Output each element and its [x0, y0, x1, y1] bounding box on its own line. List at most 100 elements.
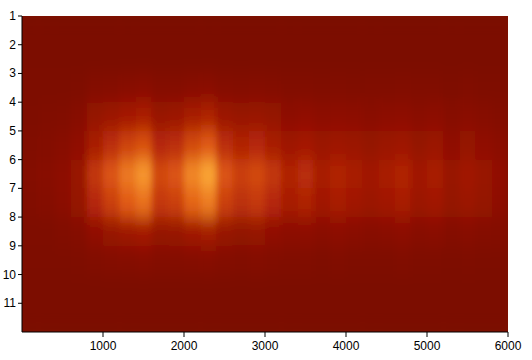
heat-cell	[71, 160, 88, 189]
heat-cell	[87, 45, 104, 74]
heat-cell	[38, 275, 55, 304]
heat-cell	[54, 246, 71, 275]
heat-cell	[476, 73, 493, 102]
heat-cell	[330, 303, 347, 332]
heat-cell	[346, 16, 363, 45]
heat-cell	[38, 217, 55, 246]
heat-cell	[233, 102, 250, 131]
heat-cell	[411, 160, 428, 189]
y-tick-label: 9	[9, 239, 16, 253]
heat-cell	[314, 160, 331, 189]
heat-cell	[135, 45, 152, 74]
heat-cell	[476, 16, 493, 45]
heat-cell	[443, 303, 460, 332]
heat-cell	[281, 102, 298, 131]
heat-cell	[200, 160, 217, 189]
heat-cell	[184, 73, 201, 102]
heat-cell	[22, 246, 39, 275]
heat-cell	[281, 131, 298, 160]
heat-cell	[378, 188, 395, 217]
heat-cell	[119, 217, 136, 246]
heat-cell	[249, 102, 266, 131]
heat-cell	[346, 246, 363, 275]
heat-cell	[54, 73, 71, 102]
heat-cell	[119, 102, 136, 131]
plot-background	[22, 16, 508, 332]
heat-cell	[281, 217, 298, 246]
heat-cell	[346, 102, 363, 131]
x-tick-label: 5000	[414, 339, 441, 353]
heat-cell	[135, 217, 152, 246]
y-tick-label: 6	[9, 153, 16, 167]
heat-cell	[427, 131, 444, 160]
heat-cell	[135, 303, 152, 332]
heat-cell	[265, 303, 282, 332]
heat-cell	[297, 275, 314, 304]
heat-cell	[378, 246, 395, 275]
heat-cell	[362, 45, 379, 74]
heat-cell	[281, 16, 298, 45]
plot-area	[22, 16, 508, 332]
heat-cell	[38, 246, 55, 275]
heat-cell	[492, 275, 508, 304]
heat-cell	[152, 102, 169, 131]
heat-cell	[152, 16, 169, 45]
heat-cell	[103, 16, 120, 45]
heat-cell	[362, 303, 379, 332]
heat-cell	[233, 246, 250, 275]
heat-cell	[22, 45, 39, 74]
heat-cell	[152, 160, 169, 189]
heat-cell	[378, 45, 395, 74]
heat-cell	[378, 217, 395, 246]
heat-cell	[184, 102, 201, 131]
heat-cell	[22, 160, 39, 189]
heat-cell	[459, 131, 476, 160]
heat-cell	[103, 188, 120, 217]
heat-cell	[233, 160, 250, 189]
heat-cell	[281, 188, 298, 217]
heat-cell	[459, 73, 476, 102]
heat-cell	[38, 45, 55, 74]
y-tick	[18, 159, 22, 160]
heat-cell	[492, 45, 508, 74]
heat-cell	[281, 73, 298, 102]
heat-cell	[281, 160, 298, 189]
heat-cell	[135, 275, 152, 304]
heat-cell	[216, 45, 233, 74]
heat-cell	[184, 246, 201, 275]
heat-cell	[71, 73, 88, 102]
heat-cell	[103, 102, 120, 131]
heat-cell	[459, 188, 476, 217]
heat-cell	[119, 188, 136, 217]
heat-cell	[492, 102, 508, 131]
heat-cell	[168, 45, 185, 74]
heat-cell	[54, 102, 71, 131]
heat-cell	[152, 73, 169, 102]
heat-cell	[38, 160, 55, 189]
heat-cell	[265, 188, 282, 217]
x-tick	[346, 332, 347, 337]
heat-cell	[297, 45, 314, 74]
heat-cell	[395, 16, 412, 45]
heat-cell	[297, 303, 314, 332]
x-tick	[427, 332, 428, 337]
heat-cell	[184, 160, 201, 189]
heat-cell	[249, 217, 266, 246]
heat-cell	[135, 160, 152, 189]
heat-cell	[71, 102, 88, 131]
heat-cell	[346, 275, 363, 304]
heat-cell	[476, 131, 493, 160]
heat-cell	[152, 45, 169, 74]
heat-cell	[119, 246, 136, 275]
heat-cell	[54, 275, 71, 304]
heat-cell	[492, 217, 508, 246]
heat-cell	[362, 16, 379, 45]
heat-cell	[200, 102, 217, 131]
heat-cell	[265, 131, 282, 160]
heat-cell	[135, 16, 152, 45]
heat-cell	[38, 303, 55, 332]
heat-cell	[330, 73, 347, 102]
heat-cell	[152, 217, 169, 246]
heat-cell	[443, 131, 460, 160]
heat-cell	[22, 188, 39, 217]
